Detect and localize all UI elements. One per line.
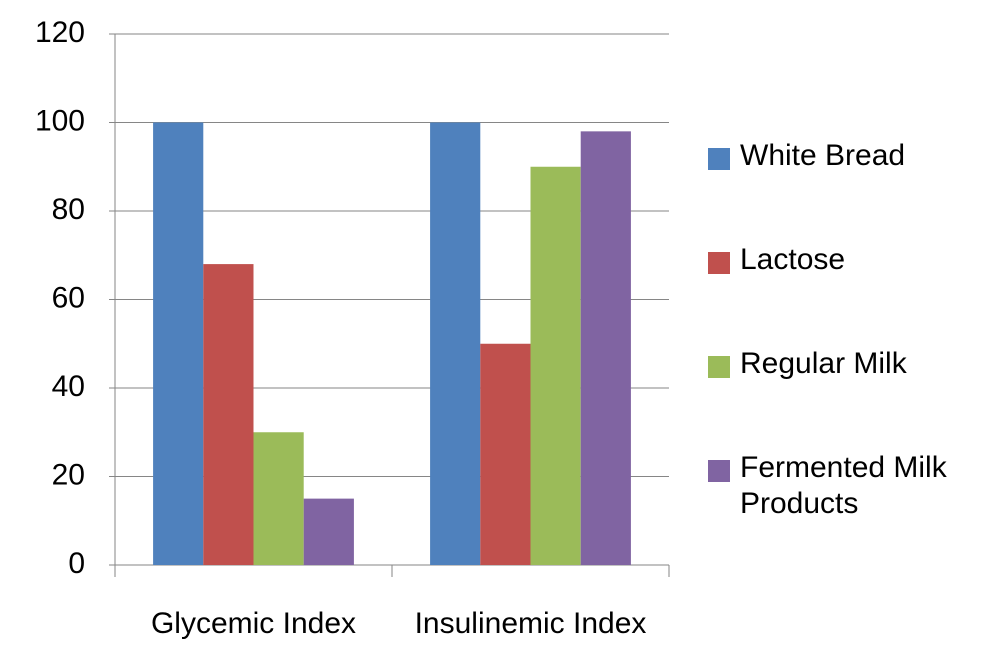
bar: [430, 122, 481, 565]
x-tick-label: Insulinemic Index: [415, 607, 647, 640]
legend-label: Regular Milk: [740, 347, 907, 380]
legend-swatch: [708, 252, 730, 274]
legend-swatch: [708, 356, 730, 378]
x-tick-label: Glycemic Index: [151, 607, 356, 640]
bar: [203, 264, 254, 565]
legend-item: Regular Milk: [708, 346, 995, 382]
y-tick-label: 80: [52, 193, 85, 226]
legend-item: White Bread: [708, 138, 995, 174]
legend-label: Lactose: [740, 243, 846, 276]
legend-swatch: [708, 148, 730, 170]
y-tick-label: 20: [52, 458, 85, 491]
legend-label: Fermented Milk Products: [740, 451, 947, 520]
y-tick-label: 60: [52, 281, 85, 314]
y-tick-label: 120: [35, 16, 85, 49]
bar: [153, 122, 204, 565]
legend-label: White Bread: [740, 139, 906, 172]
legend-swatch: [708, 460, 730, 482]
bar: [580, 131, 631, 565]
bar: [303, 498, 354, 565]
y-tick-label: 100: [35, 104, 85, 137]
bar: [480, 343, 531, 565]
legend-item: Lactose: [708, 242, 995, 278]
y-tick-label: 0: [68, 547, 85, 580]
bar: [530, 166, 581, 565]
bar: [253, 432, 304, 565]
y-tick-label: 40: [52, 370, 85, 403]
legend-item: Fermented Milk Products: [708, 450, 995, 522]
